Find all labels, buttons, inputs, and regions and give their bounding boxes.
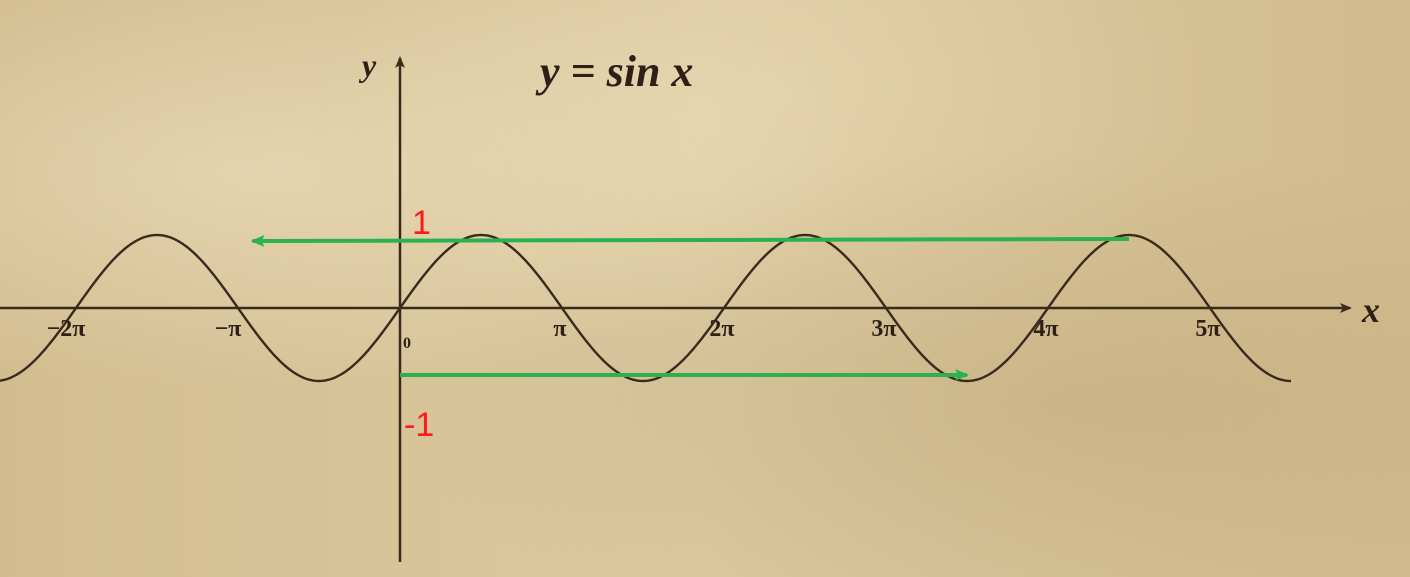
chart-title: y = sin x [535,47,693,96]
x-tick-label: 4π [1033,316,1058,342]
x-tick-labels: −2π −π π 2π 3π 4π 5π [47,316,1221,342]
x-tick-label: −2π [47,316,86,342]
x-tick-label: 2π [709,316,734,342]
y-axis-label: y [358,47,377,83]
x-tick-label: 3π [871,316,896,342]
origin-label: 0 [403,335,411,352]
x-tick-label: 5π [1195,316,1220,342]
highlight-arrow [250,234,1130,247]
x-axis-label: x [1361,290,1380,330]
x-tick-label: π [553,316,566,342]
annotation-labels: 1 -1 [404,204,434,444]
highlight-arrows [250,234,1130,381]
x-tick-label: −π [215,316,242,342]
max-value-label: 1 [412,204,431,242]
sine-curve [0,233,1292,383]
min-value-label: -1 [404,406,434,444]
